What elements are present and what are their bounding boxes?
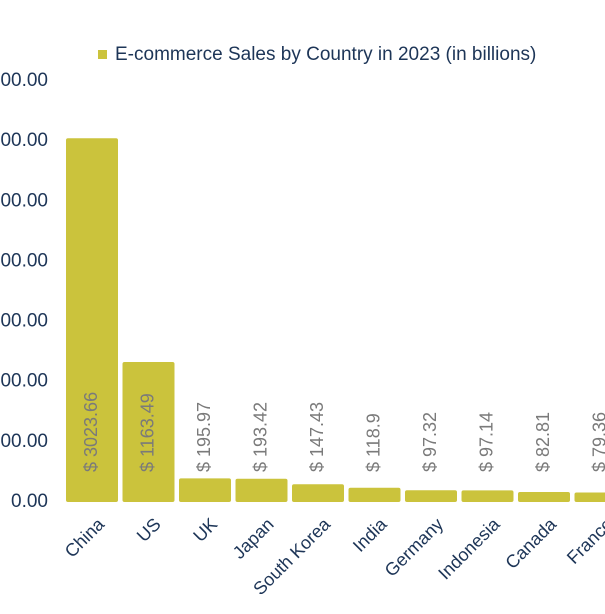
bar	[122, 362, 175, 502]
y-tick-label: 3500.00	[0, 70, 48, 91]
value-label: $ 97.32	[420, 412, 440, 472]
legend-swatch	[98, 50, 107, 59]
legend-label: E-commerce Sales by Country in 2023 (in …	[115, 44, 536, 65]
value-label: $ 118.9	[363, 413, 383, 472]
x-tick-label: India	[349, 513, 391, 555]
y-tick-label: 500.00	[0, 431, 48, 452]
value-label: $ 97.14	[476, 412, 496, 472]
bar	[66, 138, 118, 503]
y-tick-label: 2000.00	[0, 250, 48, 271]
value-label: $ 193.42	[250, 402, 270, 472]
y-tick-label: 1000.00	[0, 371, 48, 392]
x-tick-label: US	[133, 514, 165, 546]
x-tick-label: France	[563, 514, 605, 568]
bar	[405, 490, 457, 502]
value-label: $ 195.97	[194, 402, 214, 472]
x-tick-label: Japan	[229, 514, 278, 563]
y-tick-label: 3000.00	[0, 130, 48, 151]
value-label: $ 79.36	[589, 412, 605, 472]
y-tick-label: 1500.00	[0, 311, 48, 332]
y-tick-label: 2500.00	[0, 190, 48, 211]
x-tick-label: UK	[189, 514, 221, 546]
x-tick-label: China	[61, 513, 109, 561]
value-label: $ 82.81	[533, 412, 553, 472]
bar	[348, 487, 401, 502]
y-tick-label: 0.00	[11, 491, 48, 512]
bar	[179, 478, 231, 502]
value-label: $ 1163.49	[137, 393, 157, 472]
bar	[235, 478, 288, 502]
value-label: $ 147.43	[307, 402, 327, 472]
bar	[574, 492, 605, 502]
bar	[292, 484, 344, 502]
x-tick-label: Indonesia	[434, 513, 504, 583]
bar	[461, 490, 514, 502]
value-label: $ 3023.66	[81, 392, 101, 472]
x-tick-label: Canada	[501, 513, 560, 572]
bar	[518, 492, 570, 502]
